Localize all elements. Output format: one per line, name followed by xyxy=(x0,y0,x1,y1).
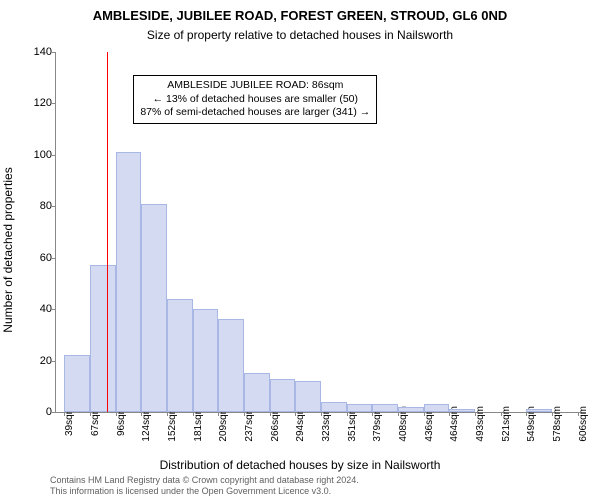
histogram-bar xyxy=(398,407,423,412)
y-tick-mark xyxy=(52,52,56,53)
histogram-bar xyxy=(116,152,141,412)
histogram-bar xyxy=(64,355,89,412)
histogram-bar xyxy=(244,373,270,412)
annotation-line: ← 13% of detached houses are smaller (50… xyxy=(140,93,370,107)
y-axis-label: Number of detached properties xyxy=(1,167,15,332)
reference-line xyxy=(107,52,108,412)
footer-line-2: This information is licensed under the O… xyxy=(50,486,359,496)
histogram-bar xyxy=(372,404,398,412)
y-tick-mark xyxy=(52,155,56,156)
histogram-bar xyxy=(295,381,321,412)
y-tick-mark xyxy=(52,206,56,207)
y-tick-label: 120 xyxy=(18,97,52,109)
histogram-bar xyxy=(141,204,166,412)
y-tick-label: 40 xyxy=(18,303,52,315)
x-tick-label: 521sqm xyxy=(501,406,512,442)
y-tick-mark xyxy=(52,258,56,259)
y-tick-mark xyxy=(52,103,56,104)
histogram-bar xyxy=(526,409,552,412)
histogram-bar xyxy=(270,379,295,412)
x-tick-label: 606sqm xyxy=(578,406,589,442)
annotation-line: AMBLESIDE JUBILEE ROAD: 86sqm xyxy=(140,79,370,93)
x-tick-label: 493sqm xyxy=(475,406,486,442)
y-tick-label: 20 xyxy=(18,355,52,367)
histogram-bar xyxy=(449,409,475,412)
y-tick-label: 80 xyxy=(18,200,52,212)
histogram-bar xyxy=(218,319,243,412)
footer-line-1: Contains HM Land Registry data © Crown c… xyxy=(50,475,359,485)
y-tick-mark xyxy=(52,361,56,362)
histogram-bar xyxy=(167,299,193,412)
y-tick-label: 0 xyxy=(18,406,52,418)
y-tick-label: 100 xyxy=(18,149,52,161)
y-tick-label: 140 xyxy=(18,46,52,58)
footer-attribution: Contains HM Land Registry data © Crown c… xyxy=(50,475,359,496)
chart-title: AMBLESIDE, JUBILEE ROAD, FOREST GREEN, S… xyxy=(0,8,600,23)
x-axis-label: Distribution of detached houses by size … xyxy=(0,458,600,472)
annotation-line: 87% of semi-detached houses are larger (… xyxy=(140,106,370,120)
histogram-bar xyxy=(90,265,116,412)
histogram-bar xyxy=(424,404,449,412)
histogram-bar xyxy=(193,309,218,412)
histogram-bar xyxy=(347,404,372,412)
y-tick-mark xyxy=(52,412,56,413)
y-tick-mark xyxy=(52,309,56,310)
chart-subtitle: Size of property relative to detached ho… xyxy=(0,28,600,42)
histogram-bar xyxy=(321,402,346,412)
plot-area: 02040608010012014039sqm67sqm96sqm124sqm1… xyxy=(55,52,586,413)
y-tick-label: 60 xyxy=(18,252,52,264)
histogram-chart: AMBLESIDE, JUBILEE ROAD, FOREST GREEN, S… xyxy=(0,0,600,500)
x-tick-label: 578sqm xyxy=(552,406,563,442)
annotation-box: AMBLESIDE JUBILEE ROAD: 86sqm← 13% of de… xyxy=(133,75,377,124)
